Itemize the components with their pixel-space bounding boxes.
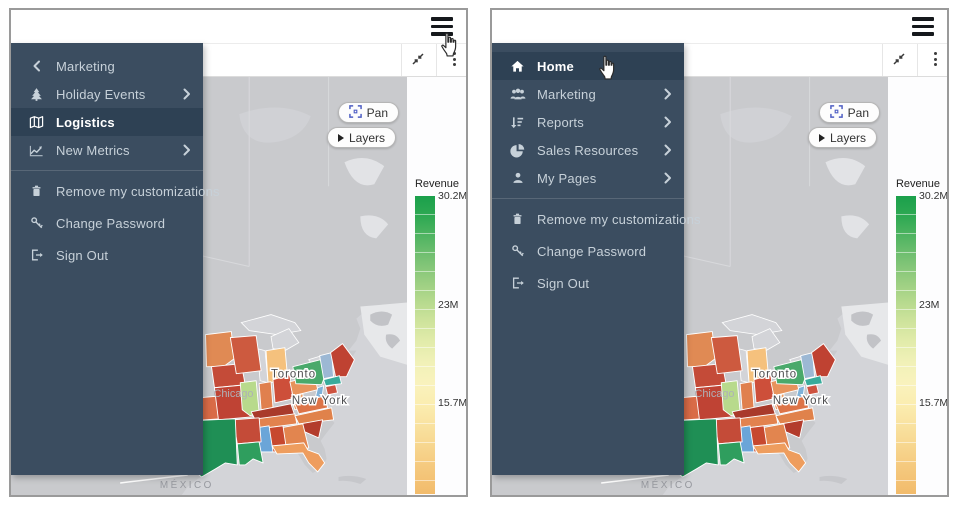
menu-item-reports[interactable]: Reports bbox=[492, 108, 684, 136]
menu-item-label: Logistics bbox=[56, 114, 115, 130]
menu-item-label: Sales Resources bbox=[537, 142, 639, 158]
chevron-right-icon bbox=[664, 116, 672, 128]
menu-item-label: Remove my customizations bbox=[56, 183, 220, 199]
menu-item-home[interactable]: Home bbox=[492, 52, 684, 80]
layers-expander-icon bbox=[818, 131, 825, 145]
menu-item-label: Change Password bbox=[56, 215, 166, 231]
collapse-icon[interactable] bbox=[891, 51, 907, 67]
menu-item-sign-out[interactable]: Sign Out bbox=[11, 239, 203, 271]
toolbar-divider bbox=[882, 43, 883, 76]
layers-button-label: Layers bbox=[348, 130, 385, 145]
chevron-right-icon bbox=[664, 88, 672, 100]
chevron-right-icon bbox=[183, 144, 191, 156]
toolbar-divider bbox=[917, 43, 918, 76]
menu-item-label: My Pages bbox=[537, 170, 597, 186]
menu-item-label: Sign Out bbox=[537, 275, 590, 291]
choropleth-map[interactable]: Pan Layers bbox=[11, 76, 407, 495]
revenue-legend: Revenue 30.2M 23M 15.7M bbox=[407, 76, 466, 495]
hamburger-menu-icon[interactable] bbox=[912, 17, 934, 36]
app-frame-right: Pan Layers Revenue 30.2M 23M 15.7M Home … bbox=[490, 8, 949, 497]
legend-tick: 23M bbox=[438, 299, 459, 311]
toolbar-divider bbox=[401, 43, 402, 76]
chevron-right-icon bbox=[183, 88, 191, 100]
top-header bbox=[11, 10, 466, 44]
menu-item-logistics[interactable]: Logistics bbox=[11, 108, 203, 136]
chart-line-icon bbox=[28, 142, 45, 159]
menu-item-label: Home bbox=[537, 58, 574, 74]
sign-out-icon bbox=[509, 275, 526, 292]
users-icon bbox=[509, 86, 526, 103]
collapse-icon[interactable] bbox=[410, 51, 426, 67]
menu-item-change-password[interactable]: Change Password bbox=[11, 207, 203, 239]
menu-item-label: Marketing bbox=[537, 86, 596, 102]
pie-chart-icon bbox=[509, 142, 526, 159]
chevron-right-icon bbox=[664, 172, 672, 184]
hamburger-menu-icon[interactable] bbox=[431, 17, 453, 36]
menu-item-label: Change Password bbox=[537, 243, 647, 259]
legend-tick: 15.7M bbox=[438, 397, 468, 409]
pan-button-label: Pan bbox=[847, 105, 869, 120]
legend-tick: 23M bbox=[919, 299, 940, 311]
tree-icon bbox=[28, 86, 45, 103]
key-icon bbox=[509, 243, 526, 260]
menu-item-change-password[interactable]: Change Password bbox=[492, 235, 684, 267]
sort-list-icon bbox=[509, 114, 526, 131]
menu-item-label: New Metrics bbox=[56, 142, 130, 158]
menu-item-label: Reports bbox=[537, 114, 584, 130]
legend-tick: 15.7M bbox=[919, 397, 949, 409]
layers-button[interactable]: Layers bbox=[326, 127, 396, 148]
legend-tick: 30.2M bbox=[438, 190, 468, 202]
pan-button-label: Pan bbox=[366, 105, 388, 120]
pan-icon bbox=[348, 104, 362, 121]
menu-item-label: Remove my customizations bbox=[537, 211, 701, 227]
menu-item-new-metrics[interactable]: New Metrics bbox=[11, 136, 203, 164]
legend-gradient-bar bbox=[896, 196, 916, 494]
chevron-right-icon bbox=[664, 144, 672, 156]
legend-title: Revenue bbox=[414, 178, 460, 190]
revenue-legend: Revenue 30.2M 23M 15.7M bbox=[888, 76, 947, 495]
menu-item-marketing-back[interactable]: Marketing bbox=[11, 52, 203, 80]
navigation-menu: Home Marketing Reports Sales Resource bbox=[492, 43, 701, 475]
key-icon bbox=[28, 215, 45, 232]
navigation-menu: Marketing Holiday Events Logistics New M… bbox=[11, 43, 220, 475]
home-icon bbox=[509, 58, 526, 75]
menu-item-remove-customizations[interactable]: Remove my customizations bbox=[11, 175, 220, 207]
app-frame-left: Pan Layers Revenue 30.2M 23M 15.7M Marke… bbox=[9, 8, 468, 497]
menu-separator bbox=[492, 198, 684, 199]
pan-button[interactable]: Pan bbox=[818, 102, 880, 123]
menu-item-sign-out[interactable]: Sign Out bbox=[492, 267, 684, 299]
legend-title: Revenue bbox=[895, 178, 941, 190]
choropleth-map[interactable]: Pan Layers bbox=[492, 76, 888, 495]
layers-expander-icon bbox=[337, 131, 344, 145]
toolbar-divider bbox=[436, 43, 437, 76]
menu-item-label: Holiday Events bbox=[56, 86, 146, 102]
menu-separator bbox=[11, 170, 203, 171]
kebab-menu-icon[interactable] bbox=[927, 51, 943, 67]
layers-button[interactable]: Layers bbox=[807, 127, 877, 148]
menu-item-holiday-events[interactable]: Holiday Events bbox=[11, 80, 203, 108]
trash-icon bbox=[509, 211, 526, 228]
menu-item-marketing[interactable]: Marketing bbox=[492, 80, 684, 108]
legend-gradient-bar bbox=[415, 196, 435, 494]
top-header bbox=[492, 10, 947, 44]
menu-item-sales-resources[interactable]: Sales Resources bbox=[492, 136, 684, 164]
menu-item-my-pages[interactable]: My Pages bbox=[492, 164, 684, 192]
menu-item-label: Sign Out bbox=[56, 247, 109, 263]
menu-item-label: Marketing bbox=[56, 58, 115, 74]
menu-item-remove-customizations[interactable]: Remove my customizations bbox=[492, 203, 701, 235]
pan-icon bbox=[829, 104, 843, 121]
map-icon bbox=[28, 114, 45, 131]
trash-icon bbox=[28, 183, 45, 200]
user-icon bbox=[509, 170, 526, 187]
kebab-menu-icon[interactable] bbox=[446, 51, 462, 67]
legend-tick: 30.2M bbox=[919, 190, 949, 202]
layers-button-label: Layers bbox=[829, 130, 866, 145]
chevron-left-icon bbox=[28, 58, 45, 75]
pan-button[interactable]: Pan bbox=[337, 102, 399, 123]
sign-out-icon bbox=[28, 247, 45, 264]
